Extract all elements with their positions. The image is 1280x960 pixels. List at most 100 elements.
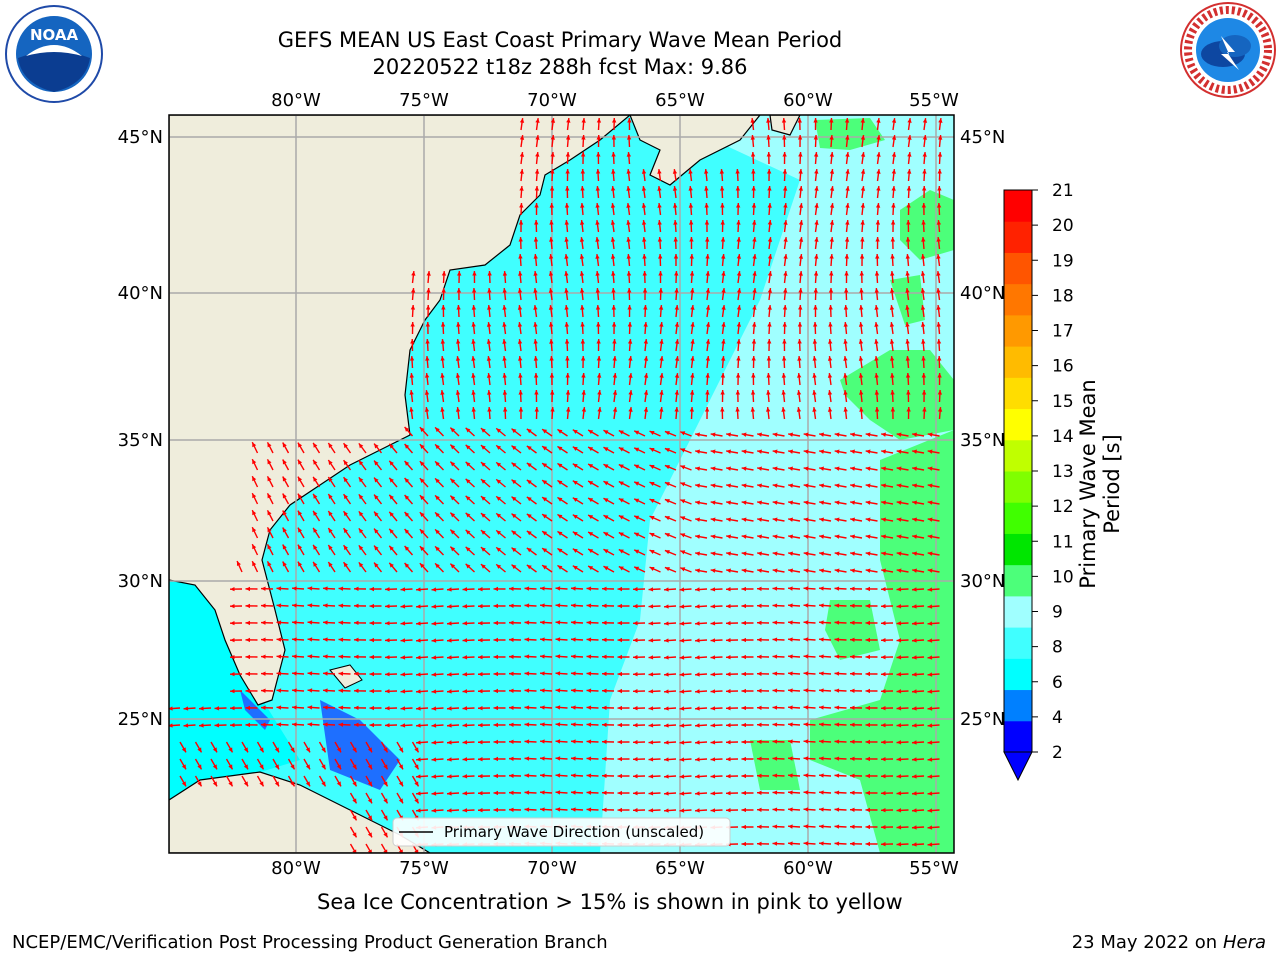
wave-arrow-head xyxy=(603,481,609,486)
wave-arrow-head xyxy=(674,390,679,395)
wave-arrow-head xyxy=(819,568,824,573)
wave-arrow-head xyxy=(772,620,778,625)
wave-arrow-head xyxy=(673,203,678,208)
wave-arrow-head xyxy=(502,339,507,344)
wave-arrow-head xyxy=(579,271,585,276)
wave-arrow-head xyxy=(416,706,421,711)
wave-arrow-head xyxy=(803,705,809,710)
wave-arrow-head xyxy=(581,390,586,395)
wave-arrow-head xyxy=(788,756,793,761)
wave-arrow-head xyxy=(881,671,886,677)
wave-arrow-head xyxy=(751,203,757,208)
wave-arrow-head xyxy=(548,271,554,276)
wave-arrow-head xyxy=(876,186,881,191)
wave-arrow-head xyxy=(896,587,902,592)
wave-arrow-head xyxy=(679,774,685,779)
wave-arrow-head xyxy=(858,373,864,378)
wave-arrow-head xyxy=(912,689,917,694)
wave-arrow-head xyxy=(465,529,471,535)
wave-arrow-head xyxy=(927,587,933,592)
colorbar-tick-label: 21 xyxy=(1052,181,1074,201)
wave-arrow-head xyxy=(305,781,310,787)
wave-arrow-head xyxy=(352,798,357,804)
wave-arrow-head xyxy=(367,764,372,770)
wave-arrow-head xyxy=(788,671,793,676)
wave-arrow-head xyxy=(782,152,787,157)
wave-arrow-head xyxy=(937,152,943,157)
wave-arrow-head xyxy=(617,603,623,609)
wave-arrow-head xyxy=(936,339,942,344)
wave-arrow-head xyxy=(891,186,896,191)
wave-arrow-head xyxy=(572,565,578,570)
wave-arrow-head xyxy=(526,462,532,468)
wave-arrow-head xyxy=(891,169,897,174)
period-band-9-10-ne xyxy=(815,118,885,150)
lon-label-top: 80°W xyxy=(271,90,321,111)
wave-arrow-head xyxy=(465,444,471,450)
wave-arrow-head xyxy=(524,603,530,608)
wave-arrow-head xyxy=(633,757,638,762)
wave-arrow-head xyxy=(936,254,941,259)
wave-arrow-head xyxy=(772,551,778,556)
wave-arrow-head xyxy=(766,373,771,378)
wave-arrow-head xyxy=(292,603,297,608)
wave-arrow-head xyxy=(843,407,848,412)
wave-arrow-head xyxy=(695,483,700,488)
wave-arrow-head xyxy=(307,705,313,710)
wave-arrow-head xyxy=(478,603,483,609)
wave-arrow-head xyxy=(228,781,233,787)
wave-arrow-head xyxy=(549,356,554,361)
wave-arrow-head xyxy=(566,407,571,412)
wave-arrow-head xyxy=(796,407,802,412)
wave-arrow-head xyxy=(741,739,747,745)
wave-arrow-head xyxy=(617,637,623,643)
wave-arrow-head xyxy=(602,620,607,625)
wave-arrow-head xyxy=(896,449,902,454)
wave-arrow-head xyxy=(750,152,756,157)
wave-arrow-head xyxy=(695,808,700,813)
wave-arrow-head xyxy=(307,637,313,642)
wave-arrow-head xyxy=(881,807,886,813)
wave-arrow-head xyxy=(447,672,452,677)
wave-arrow-head xyxy=(788,824,793,829)
wave-arrow-head xyxy=(555,637,561,642)
wave-arrow-head xyxy=(321,747,326,753)
wave-arrow-head xyxy=(465,563,471,569)
wave-arrow-head xyxy=(571,637,576,642)
wave-arrow-head xyxy=(819,432,824,437)
wave-arrow-head xyxy=(649,549,655,554)
wave-arrow-head xyxy=(509,688,514,693)
wave-arrow-head xyxy=(726,449,731,454)
wave-arrow-head xyxy=(812,339,818,344)
wave-arrow-head xyxy=(710,740,716,745)
wave-arrow-head xyxy=(282,527,287,533)
wave-arrow-head xyxy=(571,773,576,778)
wave-arrow-head xyxy=(400,638,406,643)
wave-arrow-head xyxy=(416,808,421,813)
wave-arrow-head xyxy=(471,390,476,395)
wave-arrow-head xyxy=(480,445,486,450)
wave-arrow-head xyxy=(813,288,818,293)
wave-arrow-head xyxy=(389,511,394,517)
wave-arrow-head xyxy=(922,135,928,140)
wave-arrow-head xyxy=(688,186,693,191)
wave-arrow-head xyxy=(757,705,762,710)
wave-arrow-head xyxy=(927,517,933,522)
wave-arrow-head xyxy=(860,135,866,140)
wave-arrow-head xyxy=(927,672,933,677)
wave-arrow-head xyxy=(905,356,910,361)
wave-arrow-head xyxy=(509,671,514,676)
wave-arrow-head xyxy=(921,356,926,361)
wave-arrow-head xyxy=(419,444,425,449)
wave-arrow-head xyxy=(726,604,731,609)
wave-arrow-head xyxy=(772,790,778,795)
wave-arrow-head xyxy=(533,288,538,293)
wave-arrow-head xyxy=(579,288,585,293)
wave-arrow-head xyxy=(772,637,778,642)
wave-arrow-head xyxy=(586,654,592,659)
wave-arrow-head xyxy=(313,527,318,533)
wave-arrow-head xyxy=(369,637,375,643)
wave-arrow-head xyxy=(874,373,879,378)
wave-arrow-head xyxy=(741,790,747,796)
wave-arrow-head xyxy=(710,757,716,762)
